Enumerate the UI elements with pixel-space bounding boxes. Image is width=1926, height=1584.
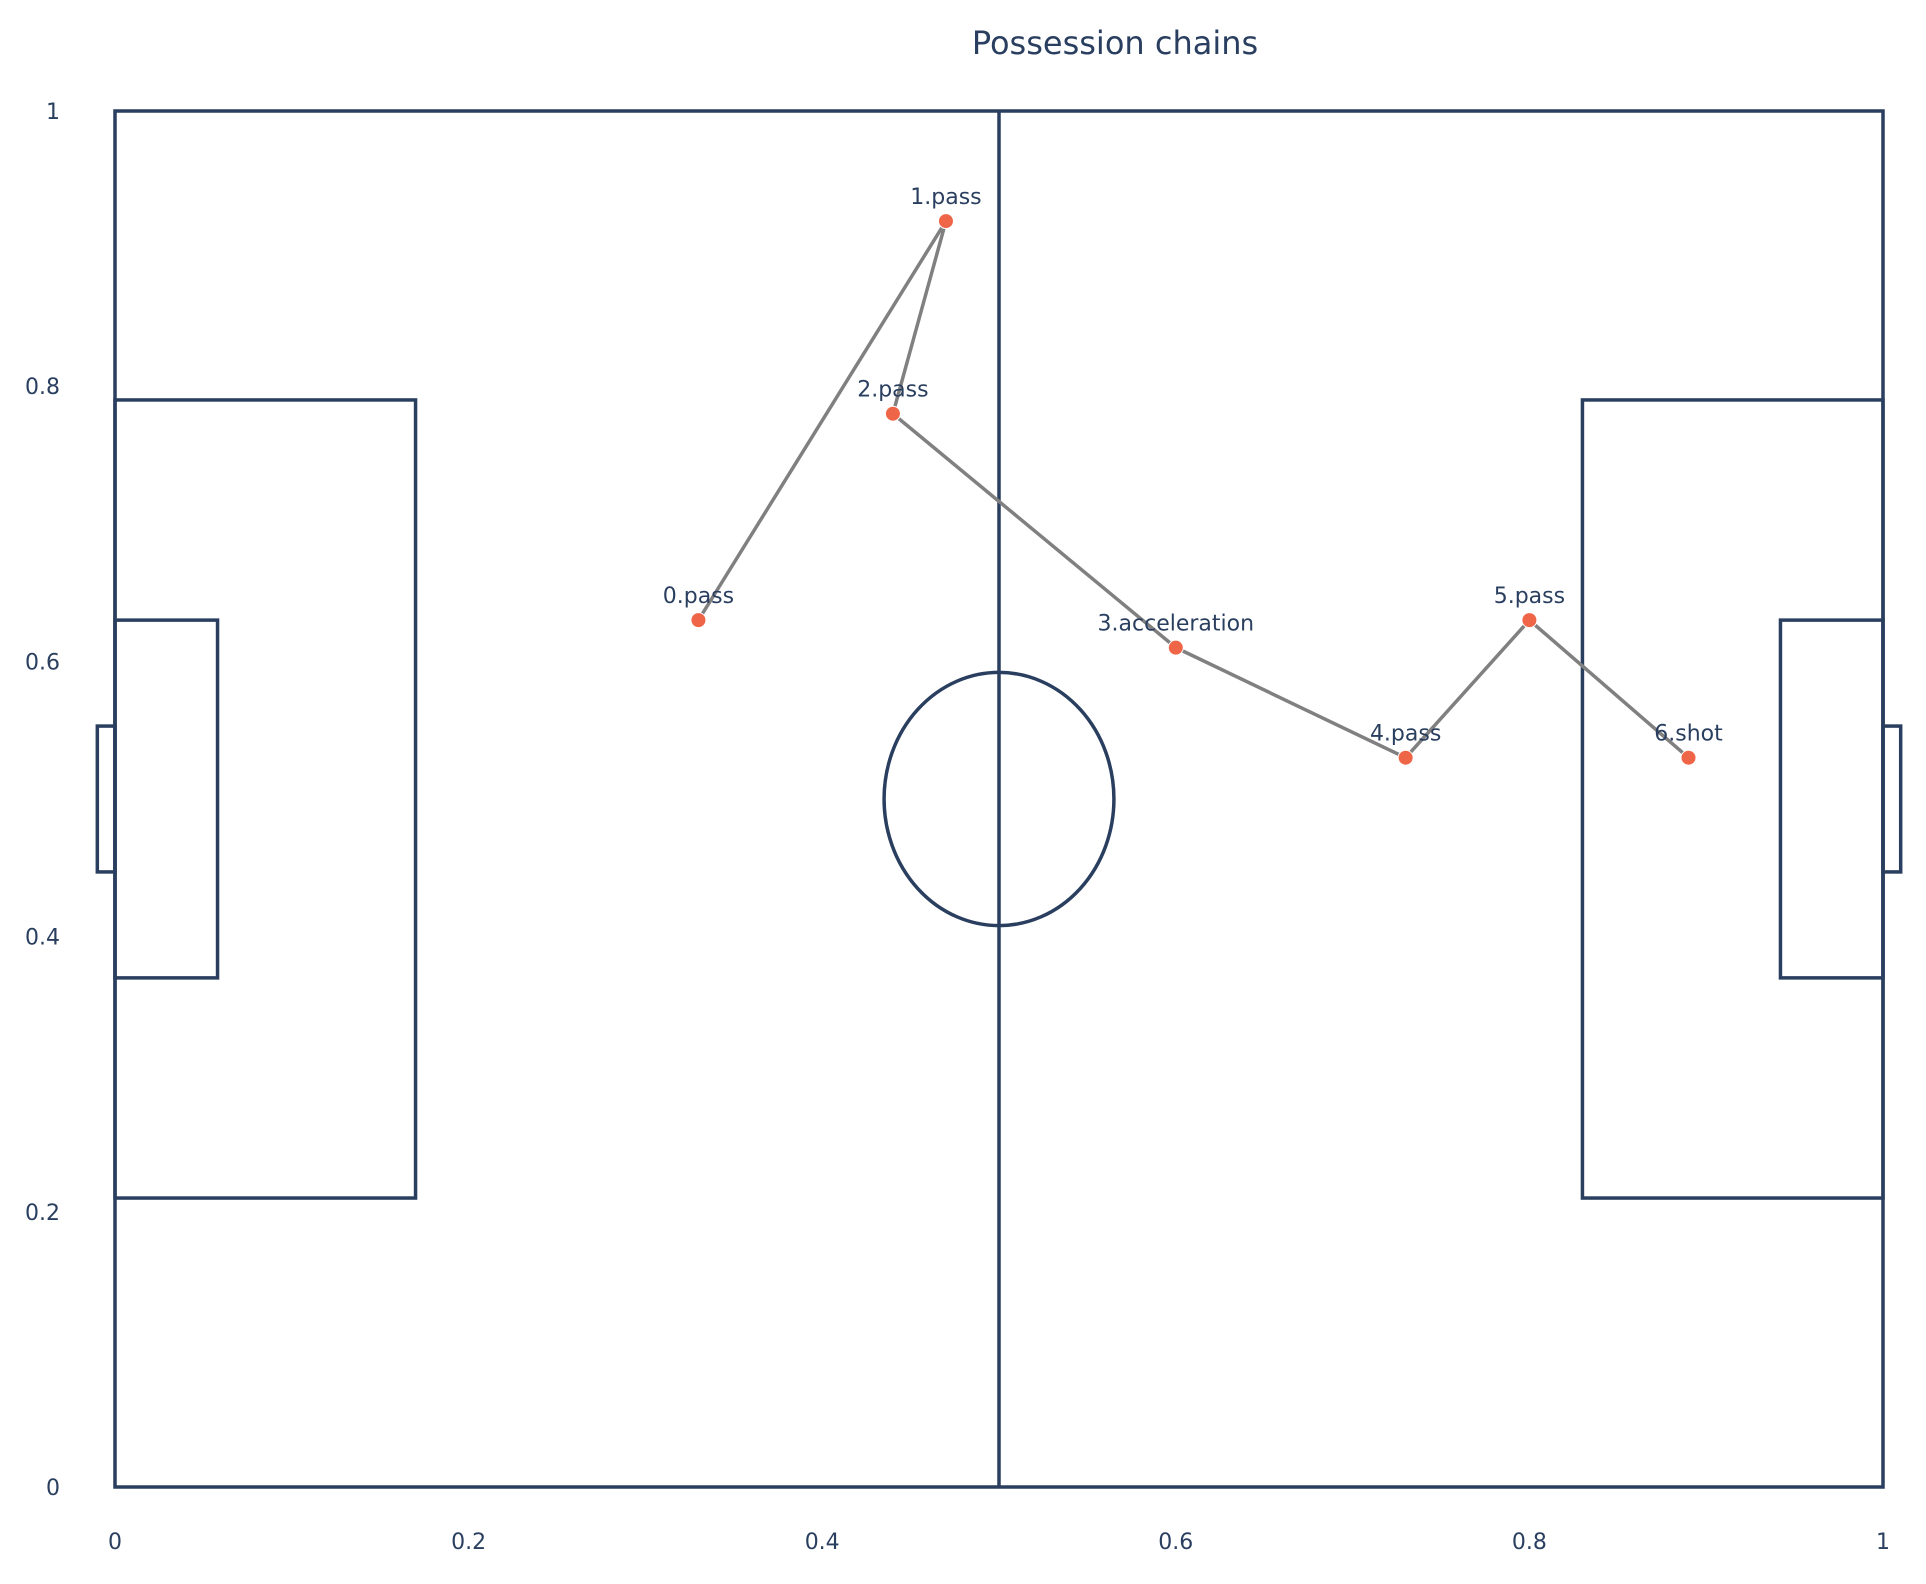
event-label-5: 5.pass	[1494, 584, 1565, 609]
event-point-5	[1521, 612, 1538, 629]
event-point-3	[1167, 639, 1184, 656]
right-goal	[1881, 724, 1903, 874]
x-tick-label: 1	[1876, 1530, 1890, 1555]
y-tick-label: 0.6	[25, 650, 60, 675]
y-tick-label: 1	[46, 100, 60, 125]
x-tick-label: 0.6	[1158, 1530, 1193, 1555]
event-point-0	[690, 612, 707, 629]
marker-layer	[690, 213, 1697, 766]
x-tick-label: 0	[108, 1530, 122, 1555]
event-label-1: 1.pass	[910, 185, 981, 210]
chain-line	[696, 219, 1690, 760]
right-penalty-area	[1580, 398, 1885, 1200]
event-label-4: 4.pass	[1370, 722, 1441, 747]
event-label-2: 2.pass	[857, 378, 928, 403]
event-point-4	[1397, 749, 1414, 766]
x-tick-label: 0.2	[451, 1530, 486, 1555]
chart-title: Possession chains	[972, 24, 1258, 62]
right-goal-area	[1778, 618, 1885, 980]
event-label-0: 0.pass	[663, 584, 734, 609]
event-point-1	[937, 213, 954, 230]
x-axis-ticks: 0 0.2 0.4 0.6 0.8 1	[108, 1530, 1890, 1555]
y-tick-label: 0.4	[25, 926, 60, 951]
left-penalty-area	[113, 398, 418, 1200]
x-tick-label: 0.8	[1512, 1530, 1547, 1555]
left-goal	[95, 724, 117, 874]
chain-layer	[696, 219, 1690, 760]
y-tick-label: 0.8	[25, 375, 60, 400]
event-point-2	[884, 405, 901, 422]
y-axis-ticks: 0 0.2 0.4 0.6 0.8 1	[25, 100, 60, 1501]
center-circle	[882, 670, 1116, 928]
event-point-6	[1680, 749, 1697, 766]
y-tick-label: 0.2	[25, 1201, 60, 1226]
label-layer: 0.pass 1.pass 2.pass 3.acceleration 4.pass 5.…	[663, 185, 1723, 747]
event-label-3: 3.acceleration	[1098, 612, 1255, 637]
x-tick-label: 0.4	[805, 1530, 840, 1555]
event-label-6: 6.shot	[1654, 722, 1723, 747]
pitch-layer	[95, 109, 1903, 1489]
y-tick-label: 0	[46, 1476, 60, 1501]
left-goal-area	[113, 618, 220, 980]
